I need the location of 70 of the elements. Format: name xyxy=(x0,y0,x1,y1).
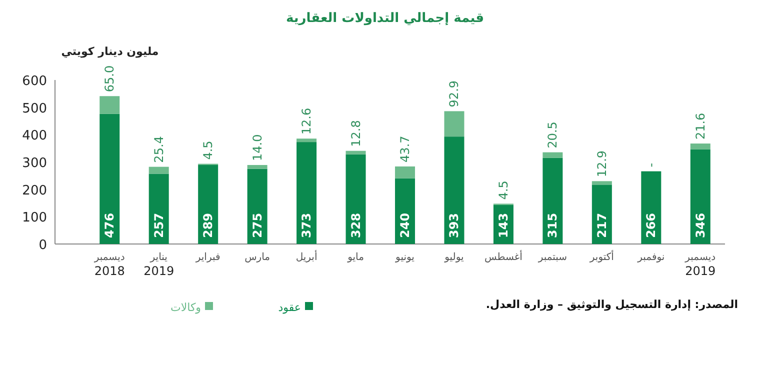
data-label: 315 xyxy=(546,212,560,238)
bar xyxy=(592,184,612,244)
data-label: 4.5 xyxy=(201,140,216,160)
data-label: 12.8 xyxy=(348,120,363,147)
bar xyxy=(296,142,317,244)
x-tick-label: سبتمبر xyxy=(537,252,568,263)
bar xyxy=(296,138,317,142)
x-tick-label: أغسطس xyxy=(484,250,523,263)
data-label: 373 xyxy=(300,212,314,238)
bar xyxy=(346,154,366,244)
bar xyxy=(542,158,563,244)
bar xyxy=(444,111,464,137)
bar xyxy=(100,114,120,244)
x-tick-label: فبراير xyxy=(194,252,220,263)
bar xyxy=(690,149,710,244)
bar xyxy=(395,178,415,244)
data-label: 65.0 xyxy=(102,65,117,92)
data-label: 328 xyxy=(348,212,363,238)
bar xyxy=(247,168,268,244)
chart-title: قيمة إجمالي التداولات العقارية xyxy=(286,11,484,26)
data-label: 289 xyxy=(201,212,216,238)
bar xyxy=(592,181,612,185)
x-tick-label: يونيو xyxy=(394,252,415,263)
data-label: 393 xyxy=(447,212,462,238)
y-tick-label: 300 xyxy=(22,156,47,171)
bar xyxy=(198,165,218,244)
bar xyxy=(247,165,268,169)
bar xyxy=(690,144,710,150)
y-tick-label: 200 xyxy=(22,183,47,198)
bar xyxy=(148,166,169,174)
y-tick-label: 0 xyxy=(38,238,47,253)
data-label: 266 xyxy=(644,212,658,238)
data-label: 92.9 xyxy=(447,80,462,108)
data-label: 12.9 xyxy=(594,150,609,178)
text: المصدر: إدارة التسجيل والتوثيق – وزارة العدل. xyxy=(486,298,738,311)
data-label: 20.5 xyxy=(546,122,560,148)
y-tick-label: 100 xyxy=(22,210,47,226)
data-label: 21.6 xyxy=(693,112,708,140)
bar xyxy=(346,150,366,154)
data-label: 143 xyxy=(496,212,510,238)
data-label: 43.7 xyxy=(398,136,412,162)
bar xyxy=(148,174,169,244)
bar xyxy=(641,171,662,244)
y-axis-title: مليون دينار كويتي xyxy=(61,45,159,58)
bar xyxy=(100,96,120,114)
data-label: 25.4 xyxy=(152,136,166,163)
data-label: 275 xyxy=(250,212,264,238)
data-label: 4.5 xyxy=(496,180,510,200)
bar xyxy=(444,136,464,244)
data-label: - xyxy=(644,162,658,168)
bar xyxy=(395,166,415,178)
x-tick-label: مارس xyxy=(244,252,270,263)
data-label: 476 xyxy=(102,212,117,238)
y-tick-label: 600 xyxy=(22,74,47,89)
bar xyxy=(542,152,563,158)
data-label: 12.6 xyxy=(300,108,314,135)
y-tick-label: 400 xyxy=(22,128,47,144)
data-label: 14.0 xyxy=(250,134,264,162)
y-tick-label: 500 xyxy=(22,101,47,116)
legend-label: وكالات xyxy=(170,301,201,314)
data-label: 346 xyxy=(693,212,708,238)
x-tick-label: أكتوبر xyxy=(588,250,614,263)
x-tick-label: مايو xyxy=(346,252,364,263)
data-label: 240 xyxy=(398,212,412,238)
data-label: 217 xyxy=(594,212,609,238)
x-tick-label: أبريل xyxy=(296,250,318,263)
data-label: 257 xyxy=(152,212,166,238)
x-tick-label: يوليو xyxy=(444,252,464,263)
x-tick-label: نوفمبر xyxy=(636,252,665,263)
legend-label: عقود xyxy=(278,301,301,314)
